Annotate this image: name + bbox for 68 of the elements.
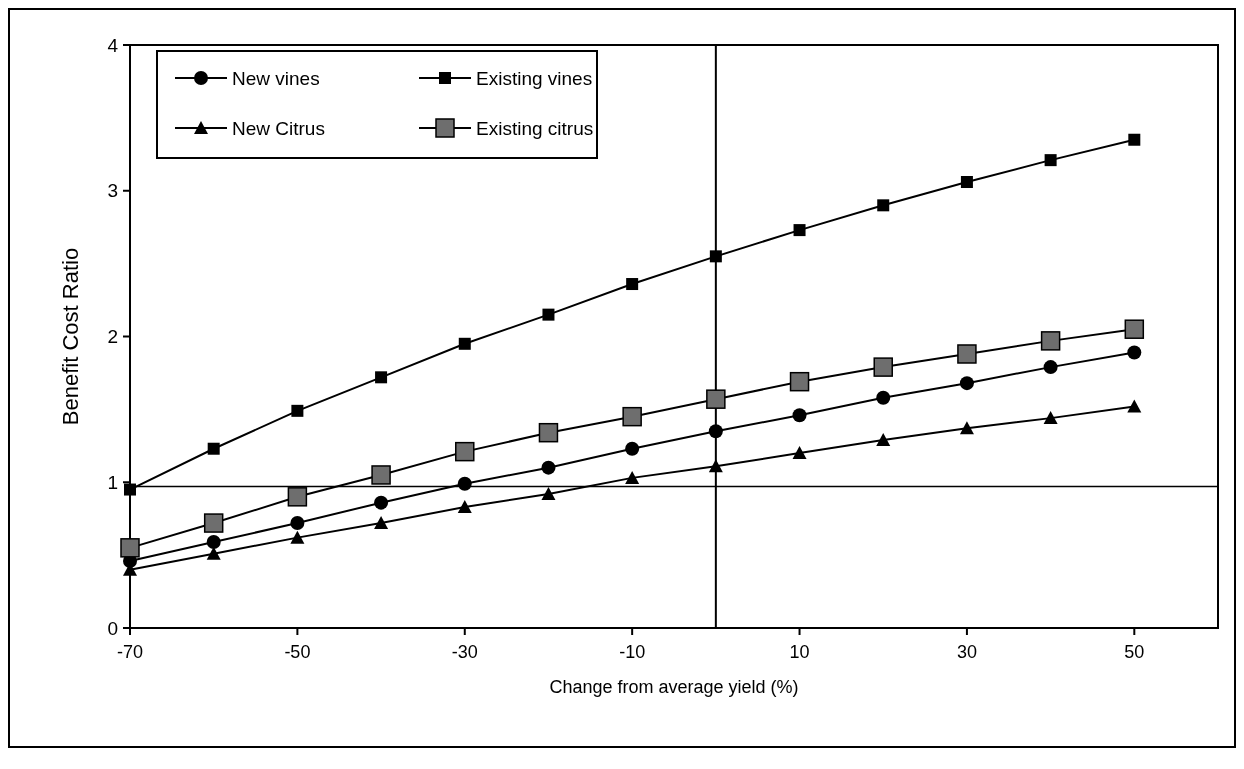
- point: [1040, 331, 1061, 351]
- point: [957, 344, 977, 364]
- y-tick-label: 1: [107, 471, 118, 493]
- legend-label: New vines: [232, 67, 320, 89]
- point: [1128, 133, 1141, 146]
- point: [206, 535, 221, 550]
- x-axis-title: Change from average yield (%): [549, 677, 799, 697]
- point: [290, 530, 305, 544]
- point: [1043, 411, 1058, 425]
- point: [457, 500, 472, 514]
- legend-label: Existing citrus: [476, 117, 594, 139]
- y-tick-label: 0: [107, 617, 118, 639]
- point: [120, 538, 140, 558]
- x-tick-label: -10: [619, 642, 646, 662]
- point: [877, 199, 890, 212]
- x-tick-label: 30: [956, 642, 977, 662]
- point: [541, 460, 556, 475]
- point: [374, 495, 389, 510]
- legend-label: Existing vines: [476, 67, 593, 89]
- point: [708, 459, 723, 473]
- point: [789, 371, 810, 392]
- point: [706, 389, 726, 409]
- x-tick-label: -30: [451, 642, 478, 662]
- point: [542, 308, 555, 321]
- point: [959, 376, 974, 391]
- y-tick-label: 2: [107, 326, 118, 348]
- point: [371, 465, 391, 485]
- point: [622, 406, 642, 427]
- x-tick-label: -70: [116, 642, 144, 662]
- point: [206, 546, 221, 560]
- point: [375, 371, 388, 384]
- point: [541, 486, 556, 500]
- point: [876, 390, 891, 405]
- point: [876, 432, 891, 446]
- point: [1127, 399, 1142, 413]
- point: [1124, 319, 1145, 339]
- point: [291, 404, 304, 417]
- point: [203, 513, 224, 533]
- y-tick-label: 4: [107, 34, 119, 56]
- point: [287, 487, 308, 507]
- point: [290, 516, 305, 531]
- point: [708, 424, 723, 439]
- point: [626, 278, 639, 291]
- point: [792, 408, 807, 423]
- point: [1044, 154, 1057, 167]
- y-tick-label: 3: [107, 180, 118, 202]
- point: [458, 337, 471, 350]
- point: [374, 516, 389, 530]
- point: [709, 250, 722, 263]
- x-tick-label: -50: [284, 642, 311, 662]
- point: [873, 357, 893, 377]
- point: [1127, 345, 1142, 360]
- point: [960, 176, 973, 189]
- point: [455, 441, 475, 462]
- point: [625, 470, 640, 484]
- point: [538, 422, 559, 443]
- point: [959, 421, 974, 435]
- point: [207, 442, 220, 455]
- y-axis-title: Benefit Cost Ratio: [58, 247, 83, 426]
- point: [792, 446, 807, 460]
- point: [457, 476, 472, 491]
- point: [793, 224, 806, 237]
- point: [124, 483, 136, 496]
- point: [1043, 360, 1058, 375]
- point: [625, 441, 640, 456]
- x-tick-label: 50: [1124, 642, 1145, 662]
- legend-label: New Citrus: [232, 117, 325, 139]
- x-tick-label: 10: [789, 642, 810, 662]
